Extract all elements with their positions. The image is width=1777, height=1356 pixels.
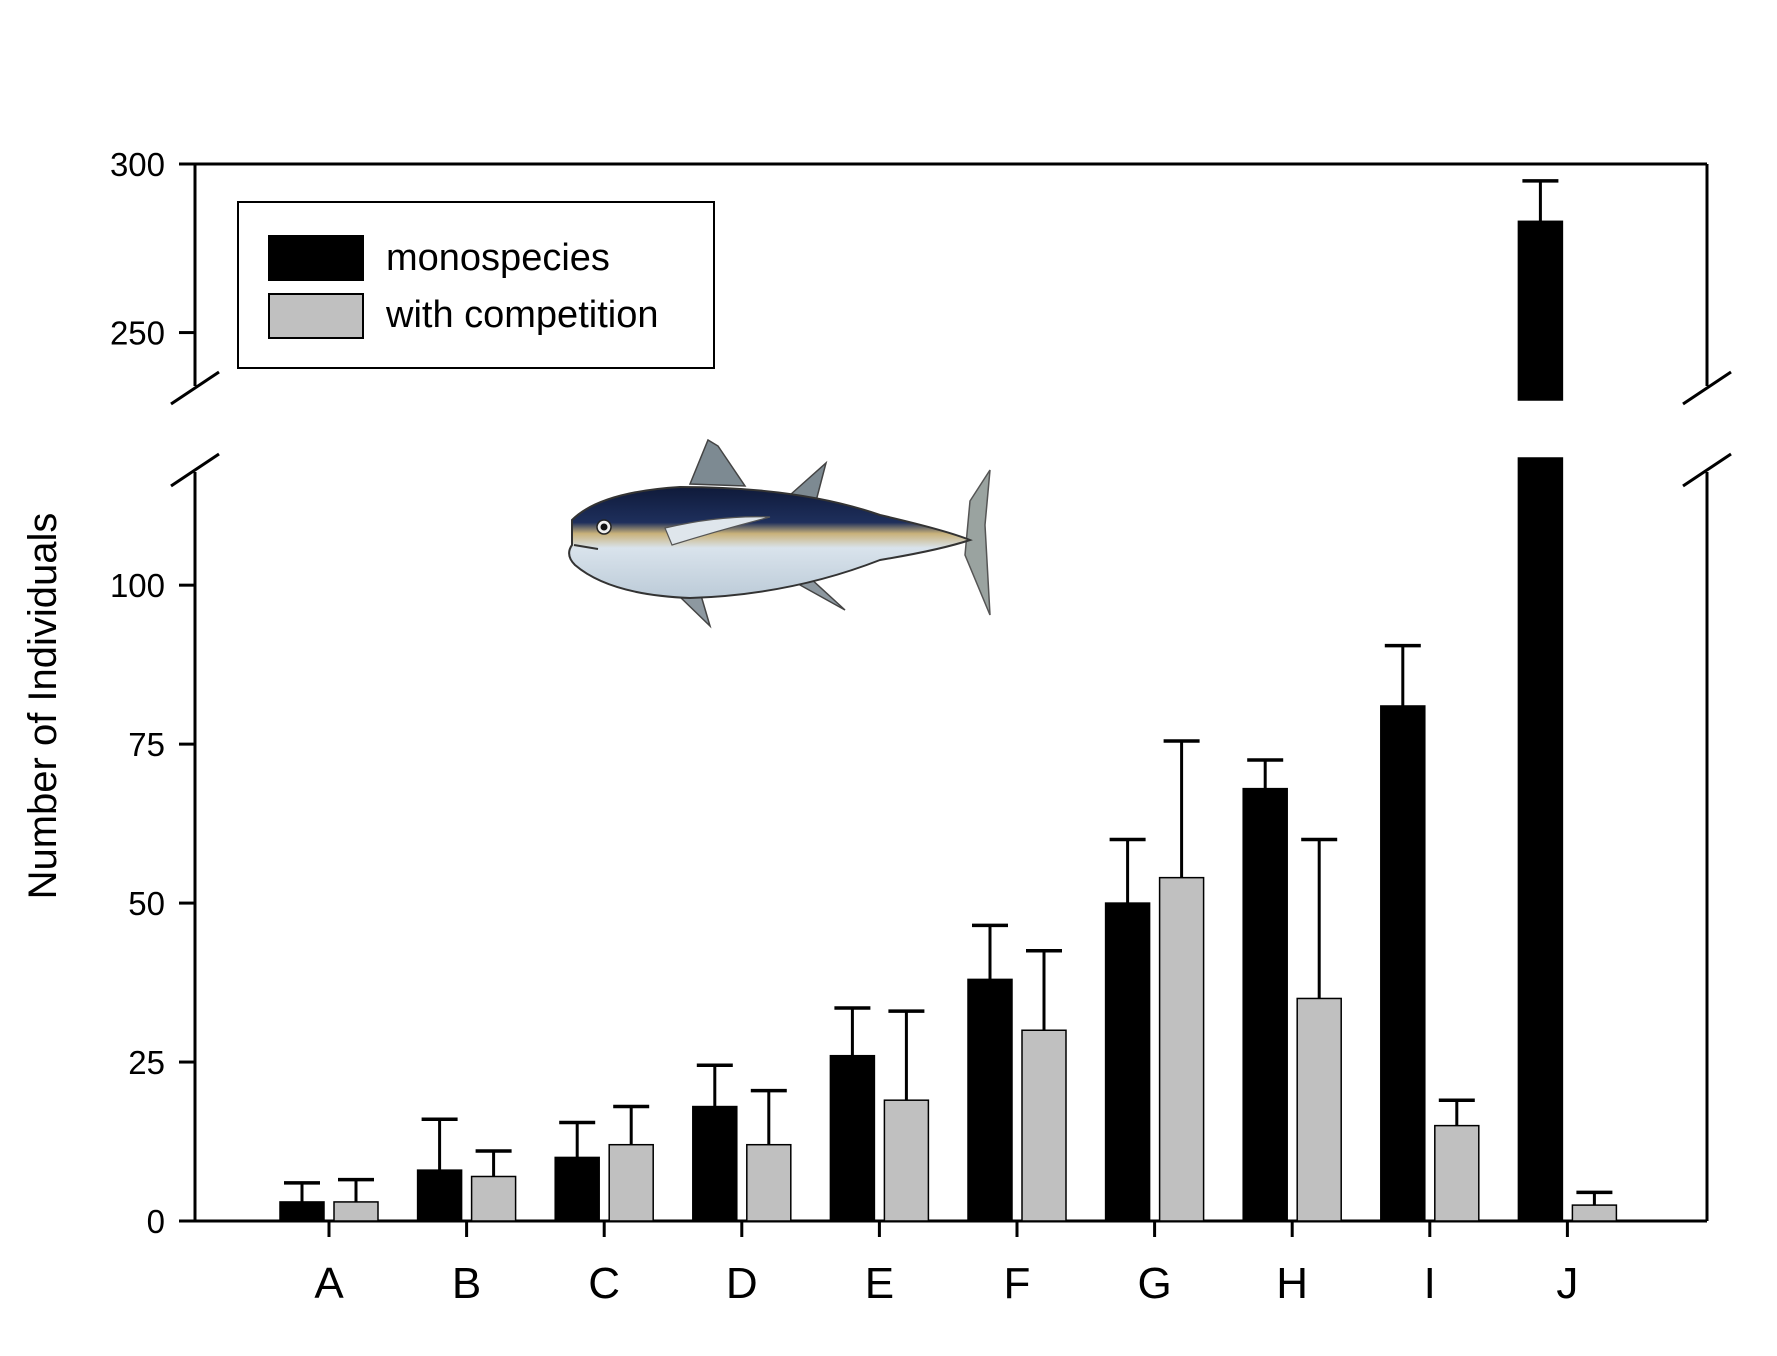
x-tick-label: B [452, 1259, 481, 1308]
y-tick-label: 0 [147, 1203, 165, 1240]
bar-monospecies [1242, 787, 1288, 1222]
axis-break-mark [1682, 370, 1732, 406]
y-axis-label: Number of Individuals [21, 513, 65, 900]
bar-with-competition [1021, 1029, 1067, 1222]
x-tick-label: H [1276, 1259, 1308, 1308]
bar-with-competition [1571, 1204, 1618, 1222]
bar-monospecies [829, 1054, 876, 1222]
bar-monospecies-upper [1517, 220, 1564, 401]
bar-with-competition [883, 1099, 930, 1222]
legend-label-monospecies: monospecies [386, 237, 610, 279]
bar-monospecies [967, 978, 1013, 1222]
y-tick-label: 75 [128, 726, 165, 763]
x-tick-label: D [726, 1259, 758, 1308]
bar-with-competition [470, 1175, 517, 1222]
x-tick-label: I [1424, 1259, 1436, 1308]
bar-with-competition [608, 1143, 654, 1222]
bar-monospecies [554, 1156, 600, 1222]
legend-swatch-monospecies [268, 235, 364, 281]
bar-with-competition [333, 1201, 379, 1222]
ticks: 0 25 50 75 100 250 300 A B C D E F G H I J [110, 146, 1578, 1308]
bar-monospecies [1104, 902, 1151, 1222]
bar-with-competition [1434, 1124, 1480, 1222]
bar-with-competition [1296, 997, 1342, 1222]
x-tick-label: E [865, 1259, 894, 1308]
bar-monospecies [692, 1105, 738, 1222]
y-tick-label: 300 [110, 146, 165, 183]
bar-with-competition [746, 1143, 792, 1222]
axis-break-mark [170, 452, 220, 488]
legend: monospecies with competition [237, 201, 715, 369]
bar-monospecies [1380, 705, 1426, 1222]
x-tick-label: J [1556, 1259, 1578, 1308]
y-tick-label: 250 [110, 315, 165, 352]
x-tick-label: F [1004, 1259, 1031, 1308]
legend-label-with-competition: with competition [385, 294, 658, 336]
bar-monospecies [416, 1169, 463, 1222]
y-tick-label: 100 [110, 567, 165, 604]
y-tick-label: 25 [128, 1044, 165, 1081]
x-tick-label: G [1137, 1259, 1171, 1308]
legend-box [237, 201, 715, 369]
bar-monospecies [1517, 457, 1564, 1222]
bar-with-competition [1158, 876, 1205, 1222]
x-tick-label: A [314, 1259, 344, 1308]
x-tick-label: C [588, 1259, 620, 1308]
axis-break-mark [170, 370, 220, 406]
axis-break-mark [1682, 452, 1732, 488]
tuna-fish-illustration-icon [568, 438, 991, 629]
y-tick-label: 50 [128, 885, 165, 922]
bar-monospecies [279, 1201, 325, 1222]
bars [279, 179, 1618, 1222]
legend-swatch-with-competition [268, 293, 364, 339]
